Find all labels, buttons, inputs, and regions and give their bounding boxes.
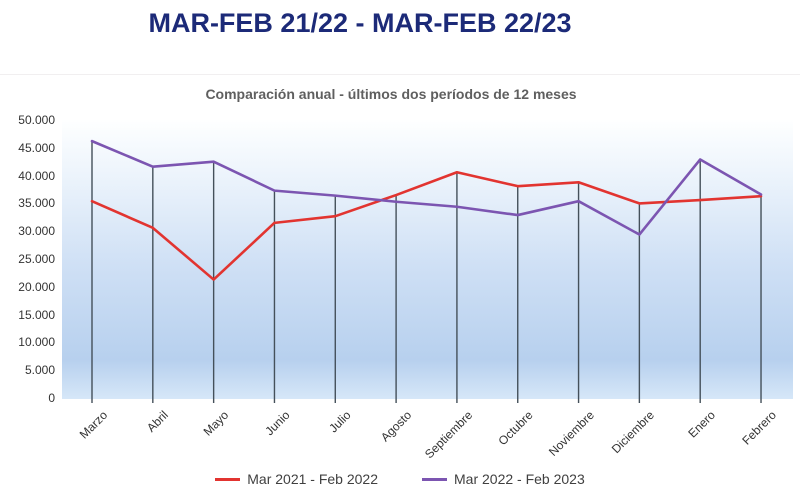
y-tick-label: 50.000 <box>18 113 55 127</box>
legend-item-1: Mar 2022 - Feb 2023 <box>422 471 585 487</box>
y-tick-label: 25.000 <box>18 252 55 266</box>
header-divider <box>0 74 800 75</box>
series-line-1 <box>90 139 763 236</box>
legend-line-swatch <box>215 477 241 481</box>
legend-line-swatch <box>422 477 447 481</box>
x-axis-ticks <box>91 398 762 403</box>
y-tick-label: 10.000 <box>18 335 55 350</box>
series-lines <box>90 139 763 281</box>
series-line-0 <box>90 170 763 281</box>
y-tick-label: 40.000 <box>18 168 55 183</box>
y-tick-label: 30.000 <box>18 224 55 239</box>
y-tick-label: 45.000 <box>18 140 55 155</box>
legend-label: Mar 2022 - Feb 2023 <box>454 471 585 487</box>
plot-background <box>62 120 793 399</box>
legend-item-0: Mar 2021 - Feb 2022 <box>215 471 378 487</box>
y-tick-label: 20.000 <box>18 279 55 294</box>
chart-legend: Mar 2021 - Feb 2022 Mar 2022 - Feb 2023 <box>0 471 800 487</box>
y-tick-label: 15.000 <box>18 307 55 322</box>
chart-title: Comparación anual - últimos dos períodos… <box>205 86 577 102</box>
page-title: MAR-FEB 21/22 - MAR-FEB 22/23 <box>148 8 572 38</box>
y-tick-label: 5.000 <box>24 363 55 378</box>
y-tick-label: 35.000 <box>18 196 55 211</box>
legend-label: Mar 2021 - Feb 2022 <box>247 471 378 487</box>
y-tick-label: 0 <box>48 391 55 405</box>
